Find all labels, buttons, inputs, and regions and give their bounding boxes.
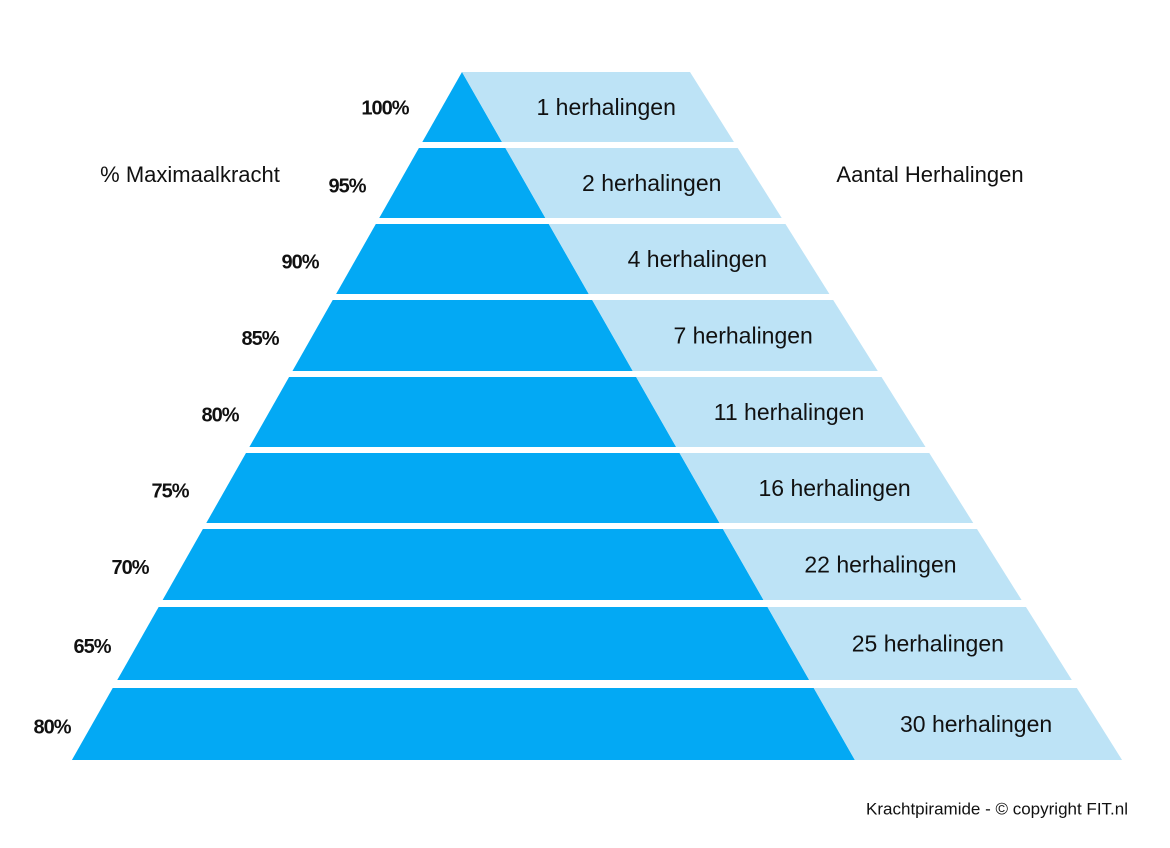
percent-label: 85% bbox=[241, 328, 279, 350]
strength-band bbox=[117, 607, 810, 680]
reps-band bbox=[462, 72, 734, 142]
reps-label: 30 herhalingen bbox=[900, 711, 1052, 737]
reps-label: 7 herhalingen bbox=[673, 323, 812, 349]
reps-label: 22 herhalingen bbox=[804, 552, 956, 578]
reps-label: 2 herhalingen bbox=[582, 170, 721, 196]
percent-label: 80% bbox=[201, 404, 239, 426]
reps-band bbox=[505, 148, 782, 218]
strength-band bbox=[379, 148, 546, 218]
reps-band bbox=[722, 529, 1022, 600]
percent-label: 80% bbox=[33, 716, 71, 738]
percent-label: 70% bbox=[111, 557, 149, 579]
reps-label: 4 herhalingen bbox=[628, 246, 767, 272]
reps-band bbox=[592, 300, 878, 371]
reps-band bbox=[813, 688, 1123, 760]
right-label: Aantal Herhalingen bbox=[836, 162, 1023, 187]
percent-label: 65% bbox=[73, 636, 111, 658]
strength-band bbox=[292, 300, 633, 371]
strength-band bbox=[162, 529, 764, 600]
percent-label: 95% bbox=[328, 175, 366, 197]
percent-label: 75% bbox=[151, 480, 189, 502]
strength-band bbox=[206, 453, 720, 523]
reps-label: 1 herhalingen bbox=[536, 94, 675, 120]
percent-label: 100% bbox=[361, 97, 409, 119]
reps-band bbox=[767, 607, 1072, 680]
strength-band bbox=[422, 72, 502, 142]
reps-band bbox=[548, 224, 830, 294]
reps-label: 25 herhalingen bbox=[852, 631, 1004, 657]
reps-band bbox=[679, 453, 974, 523]
percent-label: 90% bbox=[281, 251, 319, 273]
left-label: % Maximaalkracht bbox=[100, 162, 280, 187]
strength-band bbox=[249, 377, 677, 447]
reps-label: 11 herhalingen bbox=[714, 399, 864, 425]
footer: Krachtpiramide - © copyright FIT.nl bbox=[866, 799, 1128, 818]
reps-label: 16 herhalingen bbox=[758, 475, 910, 501]
strength-band bbox=[336, 224, 589, 294]
strength-band bbox=[71, 688, 855, 760]
reps-band bbox=[636, 377, 926, 447]
